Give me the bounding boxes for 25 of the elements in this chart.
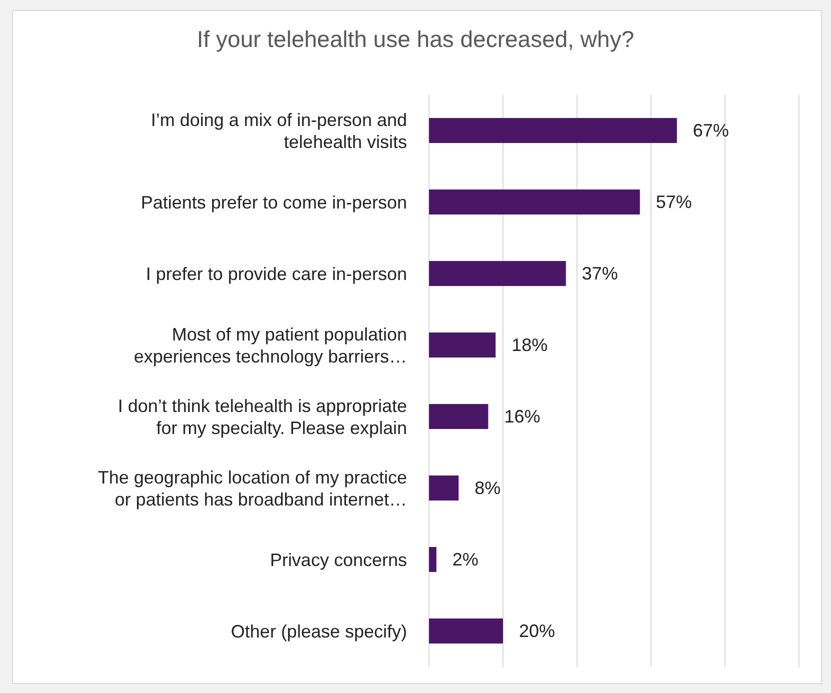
data-label: 16% <box>504 406 540 426</box>
data-label: 57% <box>656 192 692 212</box>
y-tick-label: Other (please specify) <box>230 621 407 642</box>
bar <box>429 261 566 286</box>
y-tick-label: Patients prefer to come in-person <box>140 192 407 212</box>
bar <box>429 332 496 358</box>
bar <box>429 476 459 500</box>
bar <box>429 618 503 644</box>
y-tick-label: The geographic location of my practice or patients has broadband internet… <box>98 467 407 510</box>
data-label: 20% <box>519 621 556 641</box>
bar <box>429 118 677 143</box>
data-label: 8% <box>474 478 501 498</box>
y-tick-label: Privacy concerns <box>270 550 407 570</box>
data-label: 37% <box>582 264 618 284</box>
data-label: 67% <box>692 120 729 140</box>
y-tick-label: Most of my patient population experiences technology barriers… <box>134 324 407 366</box>
bar <box>429 190 640 214</box>
y-tick-label: I don’t think telehealth is appropriate for my specialty. Please explain <box>118 396 407 438</box>
data-label: 18% <box>512 335 548 355</box>
bar <box>429 404 488 429</box>
data-label: 2% <box>452 550 478 570</box>
y-tick-label: I prefer to provide care in-person <box>146 264 407 284</box>
y-tick-label: I’m doing a mix of in-person and telehealth visits <box>150 110 407 152</box>
chart-title: If your telehealth use has decreased, why? <box>196 26 636 53</box>
bar <box>429 547 436 572</box>
